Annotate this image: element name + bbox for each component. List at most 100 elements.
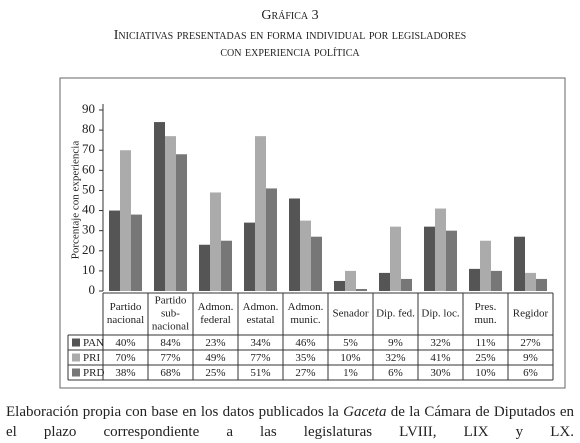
footnote-text: Gaceta: [343, 404, 387, 420]
x-tick-label: Dip. fed.: [376, 308, 415, 320]
legend-label: PRD: [83, 367, 104, 379]
bar: [300, 220, 311, 291]
x-tick-label: nacional: [107, 314, 144, 326]
x-tick-label: Admon.: [288, 301, 324, 313]
legend-swatch: [72, 338, 80, 347]
value-label: 6%: [388, 367, 403, 379]
bar: [131, 214, 142, 291]
bar: [334, 280, 345, 291]
footnote: Elaboración propia con base en los datos…: [6, 402, 574, 442]
chart: Gráfica 3 Iniciativas presentadas en for…: [59, 8, 566, 389]
value-label: 5%: [343, 337, 358, 349]
bar: [176, 154, 187, 291]
value-label: 35%: [295, 352, 315, 364]
value-label: 70%: [115, 352, 135, 364]
y-tick-label: 30: [82, 222, 95, 237]
bar: [109, 210, 120, 291]
bar: [221, 240, 232, 291]
y-tick-label: 40: [82, 202, 95, 217]
y-tick-label: 90: [82, 101, 95, 116]
bar: [536, 278, 547, 291]
bar: [379, 272, 390, 291]
value-label: 84%: [160, 337, 180, 349]
value-label: 32%: [385, 352, 405, 364]
x-tick-label: mun.: [474, 314, 497, 326]
y-tick-label: 50: [82, 181, 95, 196]
value-label: 27%: [295, 367, 315, 379]
x-tick-label: Regidor: [513, 308, 549, 320]
bar: [244, 222, 255, 291]
value-label: 10%: [475, 367, 495, 379]
x-tick-label: Partido: [110, 301, 142, 313]
x-tick-label: munic.: [290, 314, 320, 326]
bar: [154, 122, 165, 291]
value-label: 68%: [160, 367, 180, 379]
bar: [199, 244, 210, 291]
bar: [210, 192, 221, 291]
bar: [390, 226, 401, 291]
bar: [480, 240, 491, 291]
bar: [446, 230, 457, 291]
x-tick-label: federal: [200, 314, 231, 326]
value-label: 41%: [430, 352, 450, 364]
value-label: 30%: [430, 367, 450, 379]
value-label: 38%: [115, 367, 135, 379]
value-label: 77%: [160, 352, 180, 364]
y-tick-label: 80: [82, 121, 95, 136]
value-label: 46%: [295, 337, 315, 349]
bar: [401, 278, 412, 291]
value-label: 77%: [250, 352, 270, 364]
value-label: 49%: [205, 352, 225, 364]
value-label: 10%: [340, 352, 360, 364]
frame: [59, 77, 566, 389]
value-label: 6%: [523, 367, 538, 379]
bar: [266, 188, 277, 291]
value-label: 40%: [115, 337, 135, 349]
value-label: 32%: [430, 337, 450, 349]
x-tick-label: Senador: [332, 308, 368, 320]
bar: [435, 208, 446, 291]
y-tick-label: 20: [82, 242, 95, 257]
bar: [525, 272, 536, 291]
x-tick-label: estatal: [246, 314, 274, 326]
value-label: 9%: [523, 352, 538, 364]
bar: [165, 136, 176, 291]
value-label: 27%: [520, 337, 540, 349]
x-tick-label: nacional: [152, 321, 189, 333]
value-label: 51%: [250, 367, 270, 379]
legend-label: PRI: [83, 352, 100, 364]
chart-subtitle: con experiencia política: [220, 45, 360, 60]
bar: [514, 236, 525, 291]
bar: [255, 136, 266, 291]
chart-title: Gráfica 3: [261, 8, 318, 23]
value-label: 34%: [250, 337, 270, 349]
y-tick-label: 60: [82, 161, 95, 176]
x-tick-label: Pres.: [475, 301, 497, 313]
bar: [356, 288, 367, 291]
value-label: 25%: [475, 352, 495, 364]
y-axis-label: Porcentaje con experiencia: [70, 141, 82, 260]
bar: [424, 226, 435, 291]
legend-swatch: [72, 368, 80, 377]
value-label: 25%: [205, 367, 225, 379]
legend-swatch: [72, 353, 80, 362]
value-label: 1%: [343, 367, 358, 379]
x-tick-label: Admon.: [243, 301, 279, 313]
bar: [469, 268, 480, 291]
bar: [491, 270, 502, 291]
y-tick-label: 10: [82, 262, 95, 277]
x-tick-label: Partido: [155, 295, 187, 307]
legend-label: PAN: [83, 337, 104, 349]
footnote-text: de la Cámara de Diputados en el plazo co…: [6, 404, 574, 440]
y-tick-label: 70: [82, 141, 95, 156]
value-label: 9%: [388, 337, 403, 349]
value-label: 11%: [476, 337, 496, 349]
y-tick-label: 0: [89, 282, 96, 297]
x-tick-label: Dip. loc.: [421, 308, 459, 320]
x-tick-label: sub-: [161, 308, 180, 320]
bar: [289, 198, 300, 291]
x-tick-label: Admon.: [198, 301, 234, 313]
chart-subtitle: Iniciativas presentadas en forma individ…: [114, 28, 466, 43]
value-label: 23%: [205, 337, 225, 349]
